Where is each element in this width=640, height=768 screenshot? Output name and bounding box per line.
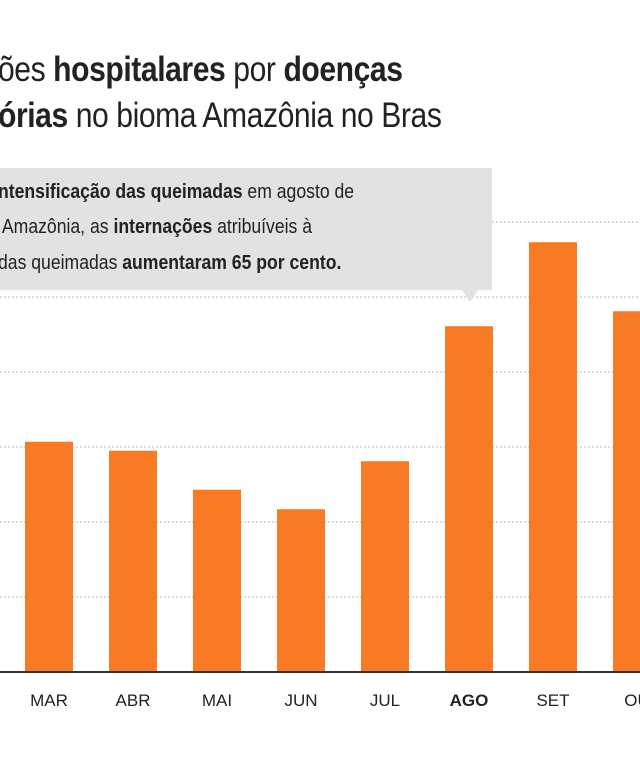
text-segment: das queimadas <box>0 252 123 274</box>
chart-title-line-2: órias no bioma Amazônia no Bras <box>0 96 442 136</box>
text-segment: em agosto de <box>242 181 355 203</box>
bar-ago <box>445 326 493 672</box>
x-tick-label: JUN <box>284 691 317 710</box>
x-tick-label: ABR <box>116 691 151 710</box>
text-segment: no bioma Amazônia no Bras <box>67 96 442 135</box>
text-segment: ões <box>0 50 54 89</box>
bar-jun <box>277 509 325 672</box>
bar-abr <box>109 450 157 672</box>
text-segment: internações <box>113 216 213 238</box>
x-tick-label: SET <box>536 691 569 710</box>
text-segment: aumentaram 65 por cento. <box>122 252 342 274</box>
text-segment: hospitalares <box>53 50 226 89</box>
x-tick-label: MAR <box>30 691 68 710</box>
text-segment: órias <box>0 96 68 135</box>
annotation-line-2: Amazônia, as internações atribuíveis à <box>0 216 312 239</box>
annotation-line-3: das queimadas aumentaram 65 por cento. <box>0 252 341 275</box>
chart-title-line-1: ões hospitalares por doenças <box>0 50 403 90</box>
x-tick-label: AGO <box>450 691 489 710</box>
annotation-box: ntensificação das queimadas em agosto de… <box>0 168 492 290</box>
text-segment: ntensificação das queimadas <box>0 181 243 203</box>
bar-ou <box>613 311 640 672</box>
text-segment: Amazônia, as <box>0 216 114 238</box>
x-tick-label: OU <box>624 691 640 710</box>
x-tick-label: MAI <box>202 691 232 710</box>
text-segment: doenças <box>283 50 403 89</box>
bar-jul <box>361 461 409 672</box>
annotation-line-1: ntensificação das queimadas em agosto de <box>0 181 354 204</box>
bar-mai <box>193 489 241 672</box>
x-tick-label: JUL <box>370 691 400 710</box>
bar-set <box>529 242 577 672</box>
bar-mar <box>25 441 73 672</box>
annotation-pointer <box>462 290 478 302</box>
text-segment: atribuíveis à <box>212 216 313 238</box>
text-segment: por <box>225 50 284 89</box>
